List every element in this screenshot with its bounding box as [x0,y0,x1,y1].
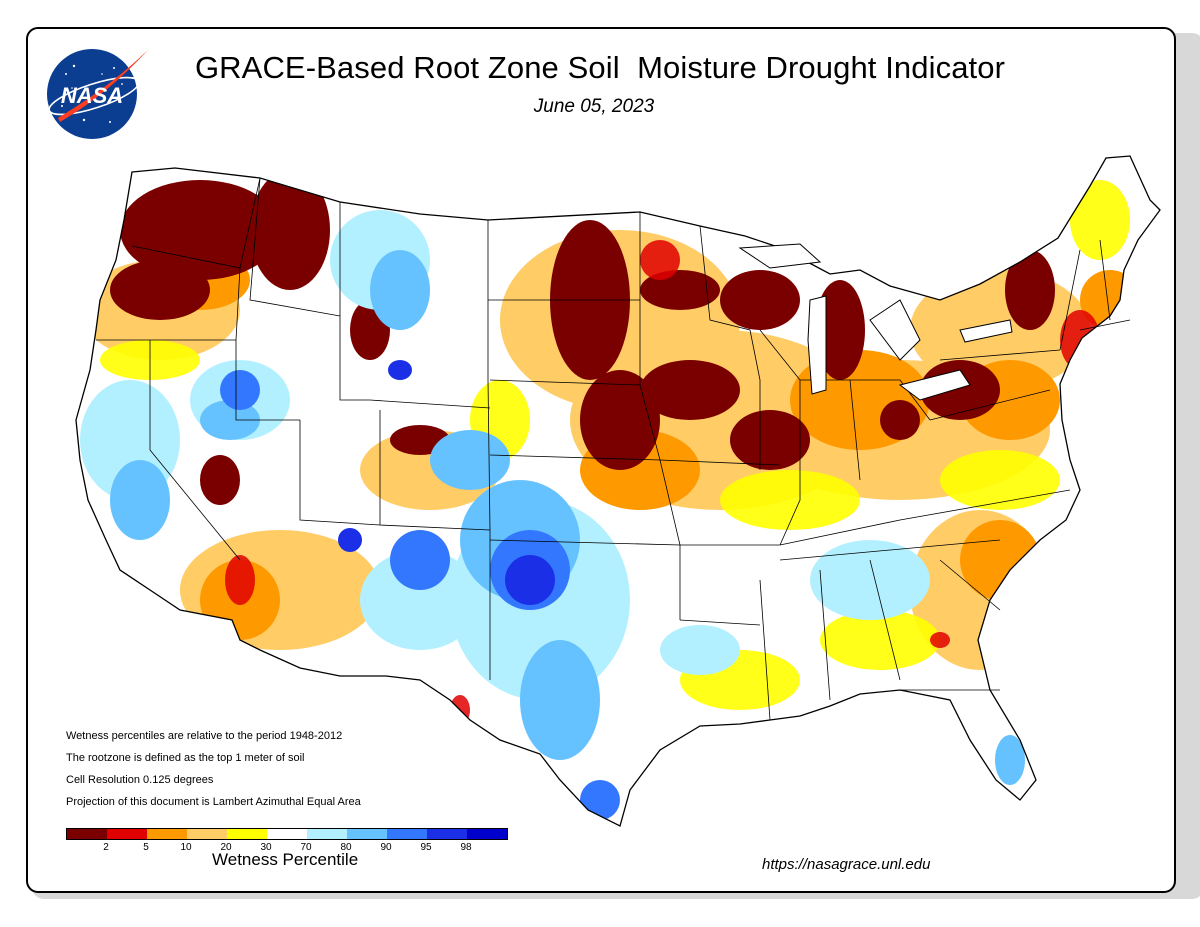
legend-tick-label: 95 [420,842,432,853]
legend-swatch [147,829,187,839]
state-borders [96,177,1131,721]
legend-tick-label: 2 [103,842,109,853]
legend-tick-label: 10 [180,842,192,853]
legend-swatch [387,829,427,839]
nasa-logo-text: NASA [61,83,123,108]
map-date: June 05, 2023 [533,96,655,117]
us-drought-map [75,155,1161,827]
source-url: https://nasagrace.unl.edu [762,856,931,873]
legend-tick-label: 90 [380,842,392,853]
legend-swatch [347,829,387,839]
legend-tick-label: 5 [143,842,149,853]
great-lakes [738,243,1013,401]
legend-tick-label: 98 [460,842,472,853]
wetness-legend: 2 5 10 20 30 70 80 90 95 98 [66,828,508,854]
legend-swatch [307,829,347,839]
legend-swatch [227,829,267,839]
note-projection: Projection of this document is Lambert A… [66,796,361,808]
legend-title: Wetness Percentile [212,850,359,869]
legend-swatch [187,829,227,839]
legend-swatch [67,829,107,839]
note-rootzone: The rootzone is defined as the top 1 met… [66,752,305,764]
legend-swatch [107,829,147,839]
legend-tick-label: 30 [260,842,272,853]
legend-color-bar [66,828,508,840]
nasa-meatball-logo: NASA [47,49,148,139]
legend-tick-labels: 2 5 10 20 30 70 80 90 95 98 [66,840,508,854]
note-percentile-period: Wetness percentiles are relative to the … [66,730,343,742]
legend-tick-label: 20 [220,842,232,853]
map-title: GRACE-Based Root Zone Soil Moisture Drou… [194,50,1006,85]
note-cell-resolution: Cell Resolution 0.125 degrees [66,774,214,786]
legend-swatch [467,829,507,839]
legend-tick-label: 70 [300,842,312,853]
legend-swatch [267,829,307,839]
legend-tick-label: 80 [340,842,352,853]
legend-swatch [427,829,467,839]
